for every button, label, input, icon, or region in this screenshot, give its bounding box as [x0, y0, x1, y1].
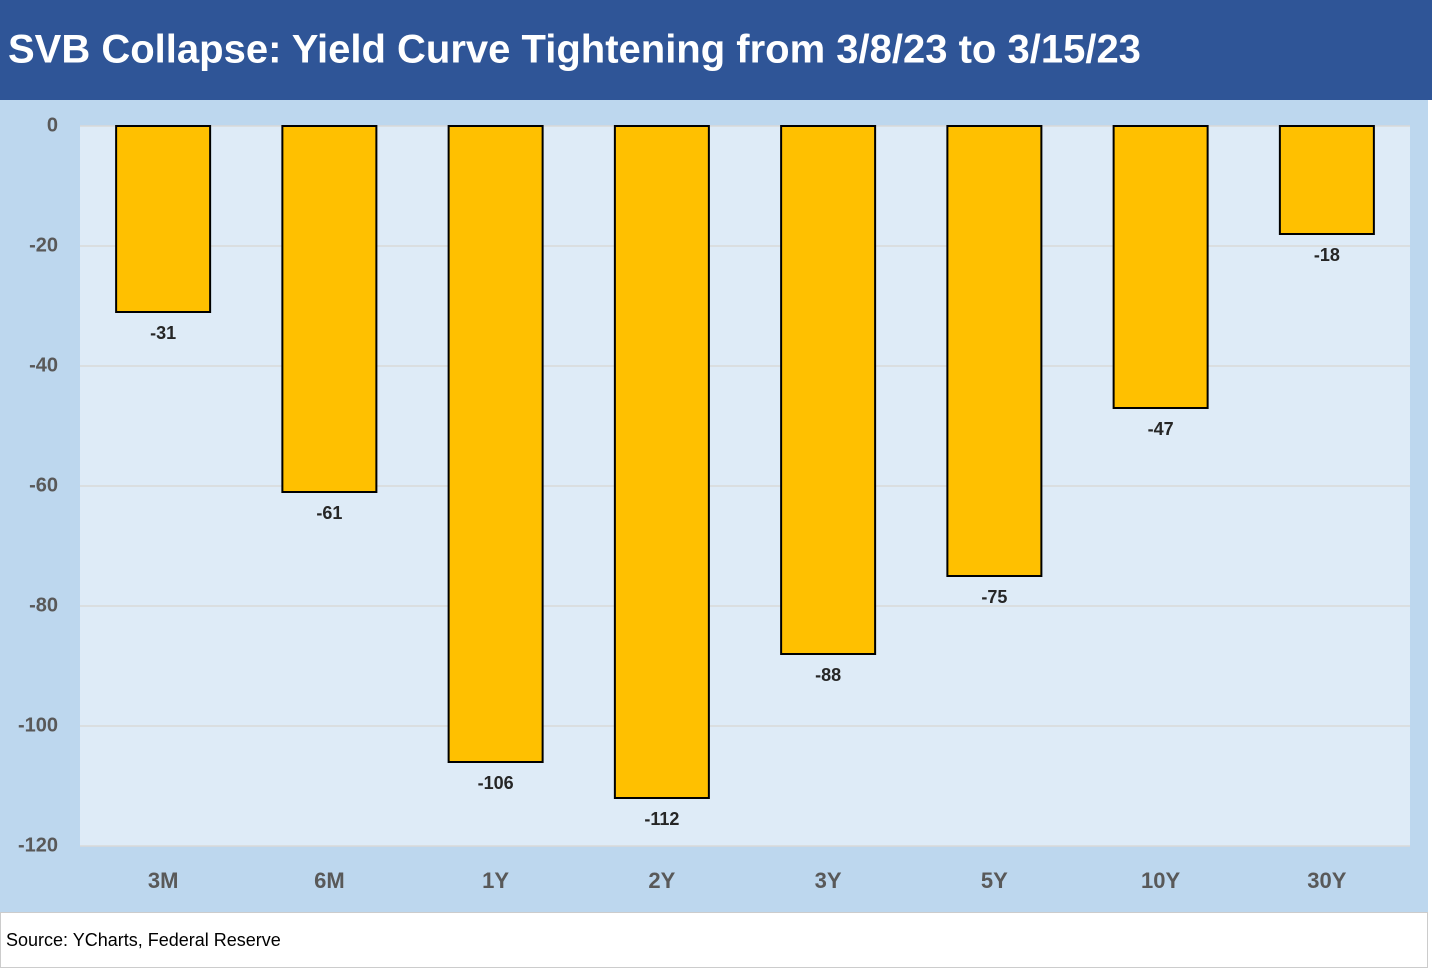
x-tick-label: 3Y: [815, 868, 842, 893]
value-label: -75: [981, 587, 1007, 607]
x-tick-label: 2Y: [648, 868, 675, 893]
value-label: -47: [1148, 419, 1174, 439]
bar: [115, 125, 212, 313]
y-tick-label: -100: [18, 714, 58, 736]
footer: [0, 912, 1428, 968]
value-label: -112: [644, 809, 679, 829]
y-tick-label: -20: [29, 234, 58, 256]
x-tick-label: 1Y: [482, 868, 509, 893]
value-label: -31: [150, 323, 176, 343]
bar: [1278, 125, 1375, 235]
header-band: [0, 0, 1432, 100]
bar: [780, 125, 877, 655]
y-tick-label: 0: [47, 114, 58, 136]
x-tick-label: 10Y: [1141, 868, 1180, 893]
y-tick-label: -120: [18, 834, 58, 856]
x-tick-label: 30Y: [1307, 868, 1346, 893]
bar: [946, 125, 1043, 577]
value-label: -106: [478, 773, 514, 793]
x-tick-label: 3M: [148, 868, 179, 893]
y-tick-label: -80: [29, 594, 58, 616]
source-note: Source: YCharts, Federal Reserve: [6, 930, 281, 950]
value-label: -18: [1314, 245, 1340, 265]
bar: [613, 125, 710, 799]
value-label: -61: [316, 503, 342, 523]
bar: [447, 125, 544, 763]
bar: [1112, 125, 1209, 409]
y-tick-label: -60: [29, 474, 58, 496]
y-tick-label: -40: [29, 354, 58, 376]
bar: [281, 125, 378, 493]
value-label: -88: [815, 665, 841, 685]
x-tick-label: 6M: [314, 868, 345, 893]
x-tick-label: 5Y: [981, 868, 1008, 893]
chart-title: SVB Collapse: Yield Curve Tightening fro…: [8, 28, 1141, 72]
